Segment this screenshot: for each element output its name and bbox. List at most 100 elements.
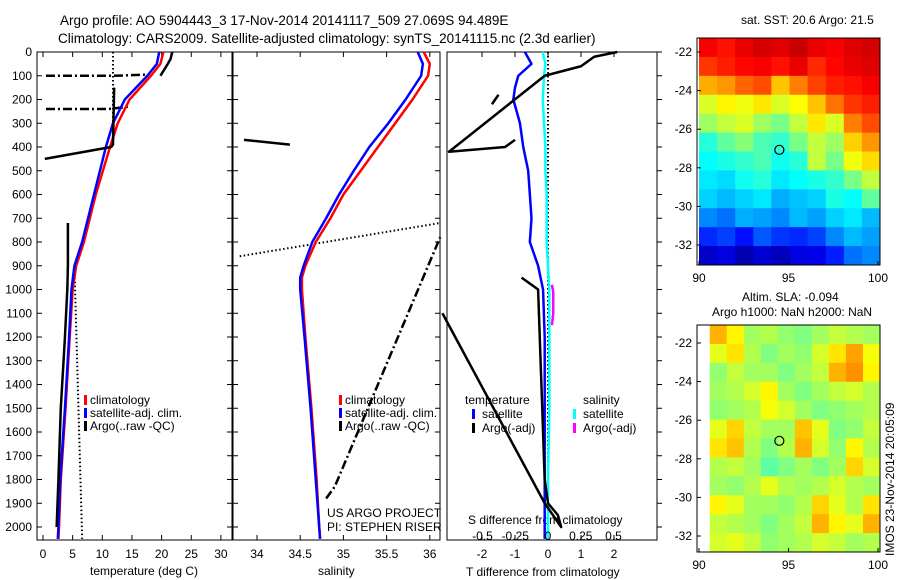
sla-map-cell: [811, 495, 830, 515]
sla-map-cell: [709, 325, 728, 345]
temperature-legend-label: satellite-adj. clim.: [90, 406, 182, 420]
t-legend-swatch: [472, 423, 475, 433]
sst-map-cell: [735, 246, 754, 266]
sst-map-xtick-label: 90: [692, 271, 706, 285]
sst-map-cell: [771, 132, 790, 152]
difference-series-s-satellite: [541, 51, 551, 539]
sla-map-cell: [726, 362, 745, 383]
sst-map-cell: [843, 75, 863, 96]
sla-map-cell: [862, 381, 881, 402]
sla-map-cell: [811, 419, 830, 439]
temperature-xtick-label: 5: [69, 547, 76, 561]
sla-map-title: Altim. SLA: -0.094: [742, 290, 839, 304]
sst-map-ytick-label: -28: [675, 161, 693, 175]
depth-tick-label: 1200: [5, 330, 32, 344]
sla-map-cell: [828, 362, 847, 383]
sla-map-cell: [828, 400, 847, 421]
sst-map-cell: [861, 208, 881, 228]
sst-map-cell: [699, 56, 718, 77]
sst-map-cell: [825, 56, 845, 77]
sst-map-cell: [753, 132, 772, 152]
sla-map-cell: [777, 457, 796, 477]
sla-map-xtick-label: 90: [692, 558, 706, 572]
sst-map-cell: [825, 38, 845, 58]
sla-map-cell: [726, 476, 745, 496]
s-legend-label: satellite: [583, 407, 624, 421]
sla-map-cell: [862, 362, 881, 383]
sla-map-argo-position-marker: [774, 435, 785, 446]
salinity-xtick-label: 36: [423, 547, 437, 561]
sst-map-xtick-label: 95: [782, 271, 796, 285]
sla-map-cell: [845, 495, 864, 515]
sla-map-cell: [777, 325, 796, 345]
sla-map-cell: [811, 343, 830, 364]
sst-map-cell: [789, 56, 809, 77]
salinity-xlabel: salinity: [318, 564, 355, 578]
sla-map-cell: [777, 514, 796, 534]
sla-map-cell: [709, 457, 728, 477]
sst-map-cell: [771, 75, 790, 96]
sst-map-cell: [699, 151, 718, 171]
salinity-axes-box: [232, 51, 441, 541]
sst-map-cell: [699, 38, 718, 58]
temperature-axes-box: [36, 51, 233, 541]
temperature-series-argo-deep: [55, 223, 70, 528]
temperature-xtick-label: 20: [155, 547, 169, 561]
sst-map-cell: [771, 208, 790, 228]
sla-map-cell: [794, 325, 813, 345]
depth-tick-label: 1900: [5, 496, 32, 510]
sla-map-cell: [726, 495, 745, 515]
t-diff-xlabel: T difference from climatology: [466, 565, 620, 579]
sla-map-cell: [726, 325, 745, 345]
salinity-xtick-label: 34: [250, 547, 264, 561]
depth-tick-label: 1500: [5, 401, 32, 415]
sst-map-cell: [771, 94, 790, 115]
sst-map-cell: [771, 246, 790, 266]
sla-map-cell: [743, 343, 762, 364]
depth-tick-label: 1100: [6, 306, 32, 320]
sst-map-title: sat. SST: 20.6 Argo: 21.5: [741, 13, 874, 27]
sla-map-cell: [811, 325, 830, 345]
sst-map-xtick-label: 100: [868, 271, 888, 285]
difference-series-t-argo: [447, 50, 618, 153]
sst-map-cell: [807, 38, 827, 58]
sla-map-cell: [811, 476, 830, 496]
sst-map-argo-position-marker: [774, 144, 785, 155]
sla-map-cell: [777, 495, 796, 515]
sst-map-cell: [861, 132, 881, 152]
sst-map-cell: [717, 113, 736, 134]
sst-map-cell: [789, 132, 809, 152]
sst-map-cell: [861, 189, 881, 209]
sla-map-cell: [794, 362, 813, 383]
sla-map-cell: [794, 457, 813, 477]
temperature-xlabel: temperature (deg C): [90, 564, 198, 578]
sla-map-cell: [743, 381, 762, 402]
sst-map-cell: [699, 189, 718, 209]
salinity-legend-swatch: [339, 421, 342, 431]
sst-map-cell: [753, 227, 772, 247]
salinity-legend-label: climatology: [345, 393, 405, 407]
depth-tick-label: 400: [12, 140, 32, 154]
sst-map-cell: [825, 208, 845, 228]
sst-map-cell: [771, 189, 790, 209]
sla-map-xtick-label: 100: [868, 558, 888, 572]
sla-map-cell: [845, 476, 864, 496]
temperature-legend-swatch: [84, 395, 87, 405]
sst-map-cell: [789, 246, 809, 266]
sla-map-cell: [726, 381, 745, 402]
sla-map-cell: [709, 362, 728, 383]
sst-map-cell: [753, 113, 772, 134]
sst-map-cell: [807, 94, 827, 115]
s-diff-tick-label: 0.25: [569, 529, 593, 543]
sst-map-cell: [861, 170, 881, 190]
sst-map-cell: [843, 227, 863, 247]
sst-map-cell: [717, 170, 736, 190]
sst-map-cell: [735, 94, 754, 115]
sst-map-cell: [753, 208, 772, 228]
sst-map-cell: [771, 38, 790, 58]
sst-map-cell: [807, 246, 827, 266]
sla-map-cell: [845, 400, 864, 421]
depth-tick-label: 1400: [5, 378, 32, 392]
sst-map-cell: [861, 227, 881, 247]
depth-tick-label: 800: [12, 235, 32, 249]
